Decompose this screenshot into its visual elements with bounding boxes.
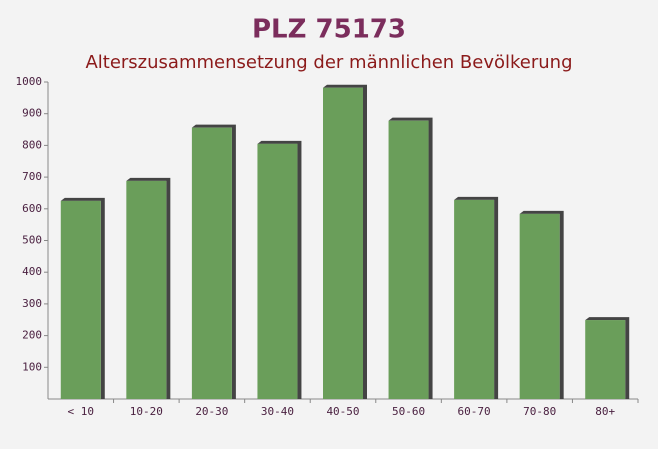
bar	[388, 120, 429, 399]
x-tick-label: 80+	[595, 405, 615, 418]
x-tick-label: < 10	[68, 405, 95, 418]
x-tick-label: 30-40	[261, 405, 294, 418]
bar	[323, 87, 363, 400]
y-tick-label: 600	[22, 202, 42, 215]
bar	[519, 213, 560, 399]
y-tick-label: 800	[22, 138, 42, 151]
x-tick-label: 10-20	[130, 405, 163, 418]
x-tick-label: 70-80	[523, 405, 556, 418]
bar	[191, 127, 232, 399]
y-tick-label: 300	[22, 297, 42, 310]
chart-subtitle: Alterszusammensetzung der männlichen Bev…	[85, 52, 572, 73]
y-tick-label: 100	[22, 360, 42, 373]
y-tick-label: 700	[22, 170, 42, 183]
x-tick-label: 40-50	[326, 405, 359, 418]
x-tick-label: 50-60	[392, 405, 425, 418]
x-tick-label: 60-70	[458, 405, 491, 418]
bar	[585, 320, 626, 399]
bar	[60, 200, 101, 399]
bar	[126, 180, 167, 399]
y-tick-label: 900	[22, 107, 42, 120]
x-tick-label: 20-30	[195, 405, 228, 418]
bar	[454, 199, 495, 399]
y-tick-label: 400	[22, 265, 42, 278]
bar	[257, 143, 298, 399]
y-tick-label: 500	[22, 234, 42, 247]
y-tick-label: 200	[22, 329, 42, 342]
chart-title: PLZ 75173	[252, 15, 406, 45]
y-tick-label: 1000	[16, 75, 43, 88]
